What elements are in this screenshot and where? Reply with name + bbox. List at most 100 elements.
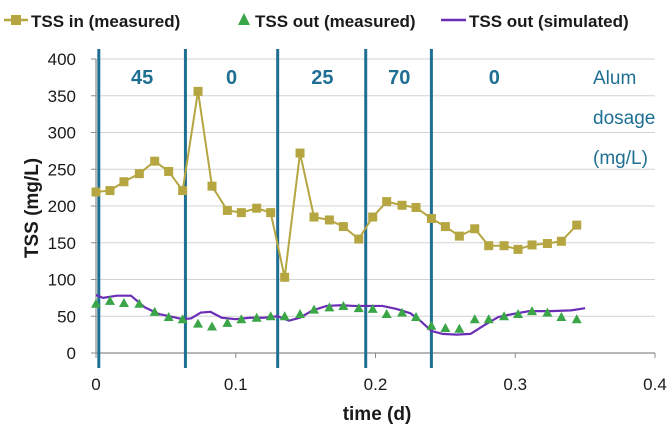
point-tss-out-measured [134, 298, 145, 308]
point-tss-in [193, 86, 203, 96]
point-tss-out-measured [177, 314, 188, 324]
point-tss-in [484, 241, 494, 251]
annotation-line-3: (mg/L) [593, 148, 648, 169]
point-tss-out-measured [454, 323, 465, 333]
y-tick-label: 50 [57, 307, 76, 326]
y-tick-label: 0 [67, 344, 76, 363]
point-tss-out-measured [104, 295, 115, 305]
point-tss-out-measured [571, 314, 582, 324]
point-tss-out-measured [367, 303, 378, 313]
series-tss-out-simulated [95, 293, 586, 336]
point-tss-in [222, 205, 232, 215]
point-tss-out-measured [236, 314, 247, 324]
point-tss-out-measured [527, 306, 538, 316]
point-tss-in [499, 241, 509, 251]
point-tss-in [513, 244, 523, 254]
legend-item-tss-out-measured: TSS out (measured) [238, 12, 416, 31]
y-axis-title: TSS (mg/L) [22, 158, 43, 258]
annotation-line-1: Alum [593, 68, 636, 89]
point-tss-out-measured [295, 309, 306, 319]
series-tss-out-measured [91, 295, 582, 333]
point-tss-in [572, 220, 582, 230]
point-tss-in [309, 212, 319, 222]
point-tss-out-measured [556, 311, 567, 321]
y-tick-label: 350 [48, 87, 76, 106]
point-tss-out-measured [193, 318, 204, 328]
point-tss-in [252, 203, 262, 213]
point-tss-out-measured [118, 298, 129, 308]
point-tss-in [411, 202, 421, 212]
point-tss-out-measured [251, 312, 262, 322]
point-tss-in [295, 148, 305, 158]
point-tss-in [382, 197, 392, 207]
point-tss-out-measured [353, 303, 364, 313]
point-tss-in [150, 156, 160, 166]
dosage-label: 0 [489, 67, 500, 89]
point-tss-in [91, 187, 101, 197]
point-tss-out-measured [265, 311, 276, 321]
x-axis-title: time (d) [343, 404, 412, 425]
point-tss-in [164, 166, 174, 176]
point-tss-out-measured [324, 302, 335, 312]
legend: TSS in (measured) TSS out (measured) TSS… [4, 12, 629, 31]
point-tss-in [368, 212, 378, 222]
point-tss-in [527, 240, 537, 250]
dosage-labels: 45 0 25 70 0 [131, 67, 500, 89]
point-tss-out-measured [279, 311, 290, 321]
y-tick-label: 200 [48, 197, 76, 216]
x-tick-label: 0.2 [364, 375, 388, 394]
point-tss-out-measured [163, 311, 174, 321]
point-tss-out-measured [309, 304, 320, 314]
point-tss-in [426, 213, 436, 223]
axes [91, 58, 656, 358]
x-tick-labels: 0 0.1 0.2 0.3 0.4 [91, 375, 667, 394]
point-tss-in [354, 234, 364, 244]
dosage-label: 45 [131, 67, 153, 89]
point-tss-in [454, 231, 464, 241]
legend-marker-tss-out-measured [238, 13, 250, 25]
x-tick-label: 0 [91, 375, 100, 394]
alum-dosage-annotation: Alum dosage (mg/L) [593, 68, 655, 169]
point-tss-out-measured [483, 314, 494, 324]
point-tss-in [324, 215, 334, 225]
series-tss-in-measured [91, 86, 582, 282]
legend-label-tss-out-measured: TSS out (measured) [255, 12, 416, 31]
point-tss-out-measured [149, 306, 160, 316]
point-tss-in [338, 222, 348, 232]
point-tss-out-measured [426, 320, 437, 330]
annotation-line-2: dosage [593, 108, 655, 129]
point-tss-in [280, 272, 290, 282]
point-tss-out-measured [499, 311, 510, 321]
point-tss-out-measured [222, 317, 233, 327]
point-tss-out-measured [469, 314, 480, 324]
dosage-label: 70 [388, 67, 410, 89]
point-tss-in [266, 208, 276, 218]
x-tick-label: 0.3 [503, 375, 527, 394]
point-tss-out-measured [91, 298, 101, 308]
point-tss-out-measured [411, 311, 422, 321]
point-tss-out-measured [381, 309, 392, 319]
dosage-period-dividers [97, 49, 433, 368]
legend-item-tss-out-simulated: TSS out (simulated) [441, 12, 629, 31]
y-tick-labels: 0 50 100 150 200 250 300 350 400 [48, 50, 76, 363]
point-tss-in [236, 208, 246, 218]
x-tick-label: 0.4 [643, 375, 667, 394]
point-tss-in [178, 186, 188, 196]
point-tss-out-measured [206, 321, 217, 331]
point-tss-out-measured [513, 309, 524, 319]
point-tss-in [470, 224, 480, 234]
y-tick-label: 300 [48, 124, 76, 143]
line-tss-out-simulated [95, 293, 586, 336]
point-tss-in [119, 177, 129, 187]
point-tss-in [542, 238, 552, 248]
gridlines [96, 58, 655, 317]
point-tss-in [105, 186, 115, 196]
legend-item-tss-in: TSS in (measured) [4, 12, 180, 31]
point-tss-out-measured [338, 300, 349, 310]
point-tss-in [207, 181, 217, 191]
point-tss-in [440, 222, 450, 232]
point-tss-out-measured [542, 307, 553, 317]
dosage-label: 25 [311, 67, 333, 89]
dosage-label: 0 [226, 67, 237, 89]
